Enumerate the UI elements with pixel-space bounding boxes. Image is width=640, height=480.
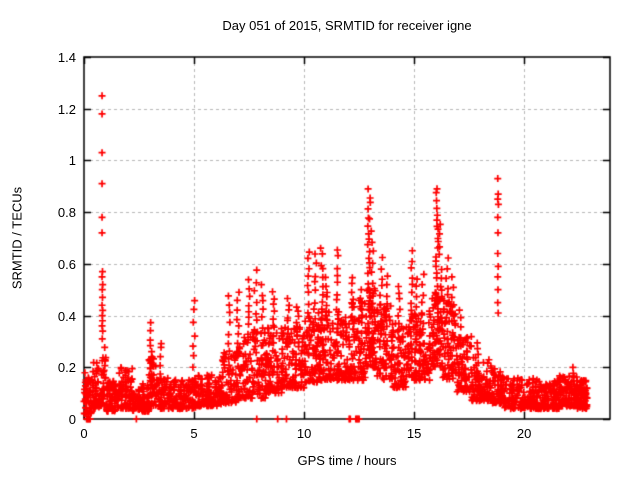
- x-tick-label: 0: [80, 426, 88, 441]
- y-tick-label: 0: [68, 412, 76, 427]
- x-tick-label: 10: [296, 426, 312, 441]
- y-tick-label: 1: [68, 153, 76, 169]
- x-tick-label: 15: [406, 426, 422, 441]
- y-tick-label: 1.2: [57, 101, 76, 117]
- x-tick-label: 20: [516, 426, 532, 441]
- y-tick-label: 0.6: [57, 256, 76, 272]
- x-tick-label: 5: [190, 426, 198, 441]
- y-tick-label: 1.4: [57, 50, 76, 65]
- y-tick-label: 0.4: [57, 308, 76, 324]
- y-axis-label: SRMTID / TECUs: [9, 186, 25, 290]
- y-tick-label: 0.2: [57, 360, 76, 376]
- x-axis-label: GPS time / hours: [297, 453, 397, 468]
- y-tick-label: 0.8: [57, 205, 76, 221]
- chart-title: Day 051 of 2015, SRMTID for receiver ign…: [222, 18, 472, 33]
